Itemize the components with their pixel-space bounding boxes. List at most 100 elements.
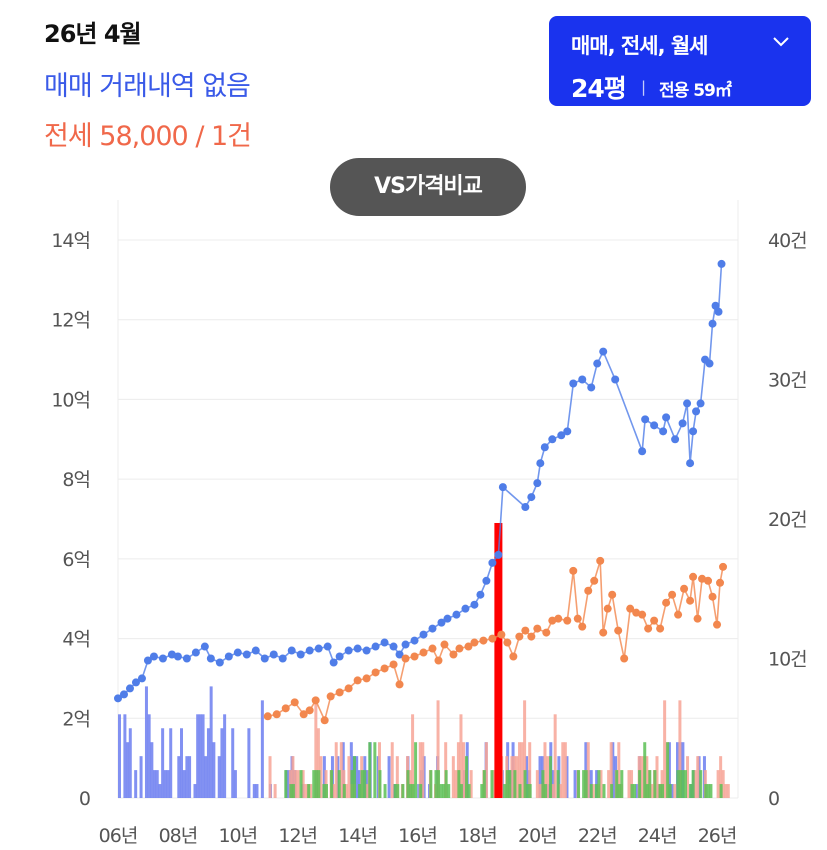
volume-bar — [447, 784, 451, 798]
sale-price-point — [521, 503, 530, 512]
volume-bar — [573, 770, 577, 798]
highlight-bar — [494, 522, 503, 798]
jeonse-price-point — [603, 604, 612, 613]
selector-separator: | — [641, 78, 647, 96]
sale-price-point — [323, 642, 332, 651]
volume-bar — [535, 770, 539, 798]
volume-bar — [231, 728, 235, 798]
x-tick-label: 06년 — [99, 825, 138, 847]
header-date: 26년 4월 — [44, 20, 142, 48]
vs-compare-button[interactable]: VS가격비교 — [330, 158, 526, 216]
jeonse-price-point — [305, 706, 314, 715]
volume-bar — [686, 756, 690, 798]
jeonse-price-point — [569, 566, 578, 575]
volume-bar — [520, 742, 524, 798]
sale-price-point — [329, 658, 338, 667]
trade-type-selector[interactable]: 매매, 전세, 월세 24평 | 전용 59㎡ — [549, 16, 811, 106]
volume-bar — [322, 784, 326, 798]
volume-bar — [617, 784, 621, 798]
jeonse-price-point — [428, 644, 437, 653]
volume-bar — [503, 784, 507, 798]
volume-bar — [655, 756, 659, 798]
volume-bar — [128, 728, 132, 798]
y-right-tick-label: 40건 — [768, 230, 807, 252]
volume-bar — [584, 770, 588, 798]
volume-bar — [726, 784, 730, 798]
y-left-tick-label: 6억 — [62, 549, 90, 571]
volume-bar — [383, 784, 387, 798]
volume-bar — [678, 770, 682, 798]
size-pyeong: 24평 — [571, 74, 627, 103]
jeonse-price-point — [311, 696, 320, 705]
volume-bar — [602, 784, 606, 798]
volume-bar — [492, 770, 496, 798]
jeonse-price-point — [656, 624, 665, 633]
jeonse-price-point — [542, 628, 551, 637]
volume-bar — [454, 770, 458, 798]
volume-bar — [368, 742, 372, 798]
volume-bar — [390, 742, 394, 798]
volume-bar — [648, 770, 652, 798]
volume-bar — [355, 756, 359, 798]
volume-bar — [417, 784, 421, 798]
jeonse-price-point — [380, 664, 389, 673]
volume-bar — [299, 770, 303, 798]
volume-bar — [451, 756, 455, 798]
jeonse-price-point — [326, 692, 335, 701]
sale-price-point — [224, 652, 233, 661]
volume-bar — [543, 742, 547, 798]
x-tick-label: 16년 — [398, 825, 437, 847]
sale-price-point — [437, 618, 446, 627]
jeonse-price-point — [464, 642, 473, 651]
y-left-tick-label: 4억 — [62, 629, 90, 651]
volume-bar — [696, 756, 700, 798]
volume-bar — [395, 756, 399, 798]
sale-price-point — [686, 459, 695, 468]
volume-bar — [406, 770, 410, 798]
sale-price-point — [557, 431, 566, 440]
jeonse-price-point — [362, 674, 371, 683]
volume-bar — [459, 784, 463, 798]
volume-bar — [150, 742, 154, 798]
volume-bar — [668, 784, 672, 798]
volume-bar — [373, 742, 377, 798]
volume-bar — [319, 756, 323, 798]
sale-price-point — [476, 590, 485, 599]
jeonse-price-line — [267, 560, 724, 723]
volume-bar — [414, 742, 418, 798]
volume-bar — [706, 784, 710, 798]
volume-bar — [597, 770, 601, 798]
sale-price-point — [158, 654, 167, 663]
y-right-tick-label: 20건 — [768, 509, 807, 531]
volume-bar — [206, 728, 210, 798]
sale-price-point — [137, 674, 146, 683]
sale-price-point — [200, 642, 209, 651]
jeonse-price-point — [719, 562, 728, 571]
volume-bar — [666, 742, 670, 798]
volume-bar — [289, 784, 293, 798]
volume-bar — [316, 728, 320, 798]
sale-price-point — [548, 435, 557, 444]
volume-bar — [198, 714, 202, 798]
sale-price-point — [494, 550, 503, 559]
volume-bar — [704, 784, 708, 798]
sale-price-point — [662, 413, 671, 422]
volume-bar — [523, 770, 527, 798]
jeonse-price-point — [693, 614, 702, 623]
jeonse-price-point — [620, 654, 629, 663]
sale-price-point — [578, 375, 587, 384]
trade-type-label: 매매, 전세, 월세 — [571, 34, 708, 58]
volume-bar — [337, 770, 341, 798]
volume-bar — [322, 756, 326, 798]
x-tick-label: 26년 — [698, 825, 737, 847]
volume-bar — [255, 784, 259, 798]
jeonse-price-point — [573, 614, 582, 623]
jeonse-price-point — [713, 620, 722, 629]
jeonse-price-point — [509, 652, 518, 661]
x-tick-label: 12년 — [278, 825, 317, 847]
volume-bar — [457, 770, 461, 798]
volume-bar — [247, 728, 251, 798]
sale-price-point — [527, 493, 536, 502]
sale-price-point — [380, 638, 389, 647]
volume-bar — [139, 756, 143, 798]
